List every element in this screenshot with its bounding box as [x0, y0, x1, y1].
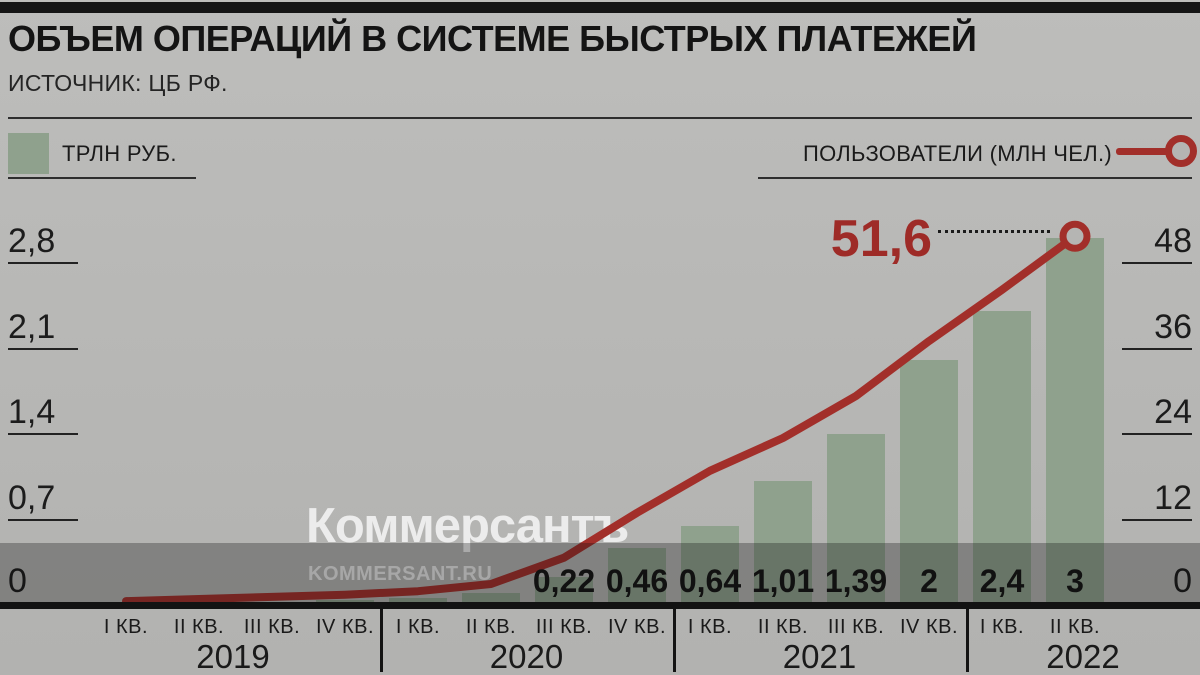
bar-legend-swatch	[8, 133, 49, 174]
volume-bar	[389, 597, 447, 604]
x-axis-year-label: 2021	[782, 638, 857, 675]
x-axis-quarter-label: IV КВ.	[900, 616, 958, 638]
x-axis-quarter-label: IV КВ.	[316, 616, 374, 638]
users-end-value: 51,6	[830, 210, 932, 268]
y-axis-label-left: 2,1	[8, 307, 56, 346]
volume-bar	[681, 525, 739, 604]
x-axis-quarter-label: I КВ.	[687, 616, 733, 638]
y-axis-tick-right	[1122, 262, 1192, 264]
kommersant-site-watermark: KOMMERSANT.RU	[308, 563, 493, 585]
bar-value-label: 1,01	[751, 563, 815, 599]
x-axis-baseline	[0, 602, 1200, 609]
y-axis-label-left: 2,8	[8, 222, 56, 260]
x-axis-quarter-label: II КВ.	[465, 616, 517, 638]
volume-bar	[535, 577, 593, 604]
y-axis-label-right: 24	[1154, 393, 1192, 431]
y-axis-label-right: 48	[1154, 222, 1192, 260]
y-axis-tick-left	[8, 347, 78, 350]
x-axis-quarter-label: I КВ.	[979, 616, 1025, 638]
volume-bar	[900, 359, 958, 604]
line-legend-marker-circle-icon	[1165, 135, 1197, 167]
y-axis-tick-left	[8, 262, 78, 264]
x-axis-quarter-label: IV КВ.	[608, 616, 666, 638]
header-divider	[8, 117, 1192, 119]
x-axis-year-label: 2022	[1046, 638, 1120, 675]
x-axis-quarter-label: I КВ.	[395, 616, 441, 638]
bar-value-label: 0,22	[532, 563, 596, 599]
bar-value-label: 2	[920, 563, 938, 599]
y-axis-zero-left: 0	[8, 562, 27, 600]
legend-right-underline	[758, 177, 1192, 179]
annotation-dotted-leader	[938, 230, 1050, 233]
page-title: ОБЪЕМ ОПЕРАЦИЙ В СИСТЕМЕ БЫСТРЫХ ПЛАТЕЖЕ…	[8, 18, 977, 59]
line-end-marker-icon	[1059, 220, 1091, 252]
bar-value-label: 3	[1066, 563, 1084, 599]
x-axis-quarter-label: II КВ.	[1049, 616, 1101, 638]
kommersant-watermark: Коммерсантъ	[306, 499, 629, 553]
y-axis-tick-right	[1122, 518, 1192, 521]
volume-bar	[462, 593, 520, 604]
line-legend-label: ПОЛЬЗОВАТЕЛИ (МЛН ЧЕЛ.)	[802, 141, 1112, 166]
y-axis-tick-left	[8, 518, 78, 521]
bar-value-label: 0,46	[605, 563, 669, 599]
year-divider	[966, 602, 969, 672]
source-caption: ИСТОЧНИК: ЦБ РФ.	[8, 70, 228, 96]
volume-bar	[973, 310, 1031, 604]
bar-legend-label: ТРЛН РУБ.	[62, 141, 177, 166]
x-axis-quarter-label: II КВ.	[757, 616, 809, 638]
volume-bar	[827, 434, 885, 604]
year-divider	[673, 602, 676, 672]
bar-value-label: 2,4	[979, 563, 1025, 599]
y-axis-label-left: 1,4	[8, 393, 56, 431]
y-axis-tick-right	[1122, 433, 1192, 435]
y-axis-label-right: 12	[1154, 478, 1192, 517]
x-axis-quarter-label: II КВ.	[173, 616, 225, 638]
y-axis-tick-right	[1122, 347, 1192, 350]
watermark-dark-band	[0, 543, 1200, 603]
x-axis-year-label: 2020	[489, 638, 564, 675]
top-black-bar	[0, 2, 1200, 13]
bar-value-label: 0,64	[678, 563, 742, 599]
year-divider	[380, 602, 383, 672]
y-axis-label-left: 0,7	[8, 478, 56, 517]
x-axis-quarter-label: III КВ.	[243, 616, 301, 638]
y-axis-tick-left	[8, 433, 78, 435]
x-axis-quarter-label: III КВ.	[827, 616, 885, 638]
y-axis-zero-right: 0	[1173, 562, 1192, 600]
line-legend-marker-line	[1116, 148, 1170, 155]
users-line	[122, 232, 1079, 606]
x-axis-quarter-label: I КВ.	[103, 616, 149, 638]
y-axis-label-right: 36	[1154, 307, 1192, 346]
x-axis-year-label: 2019	[196, 638, 270, 675]
volume-bar	[608, 547, 666, 604]
volume-bar	[1046, 237, 1104, 604]
x-axis-quarter-label: III КВ.	[535, 616, 593, 638]
legend-left-underline	[8, 177, 196, 179]
volume-bar	[754, 480, 812, 604]
bar-value-label: 1,39	[824, 563, 888, 599]
